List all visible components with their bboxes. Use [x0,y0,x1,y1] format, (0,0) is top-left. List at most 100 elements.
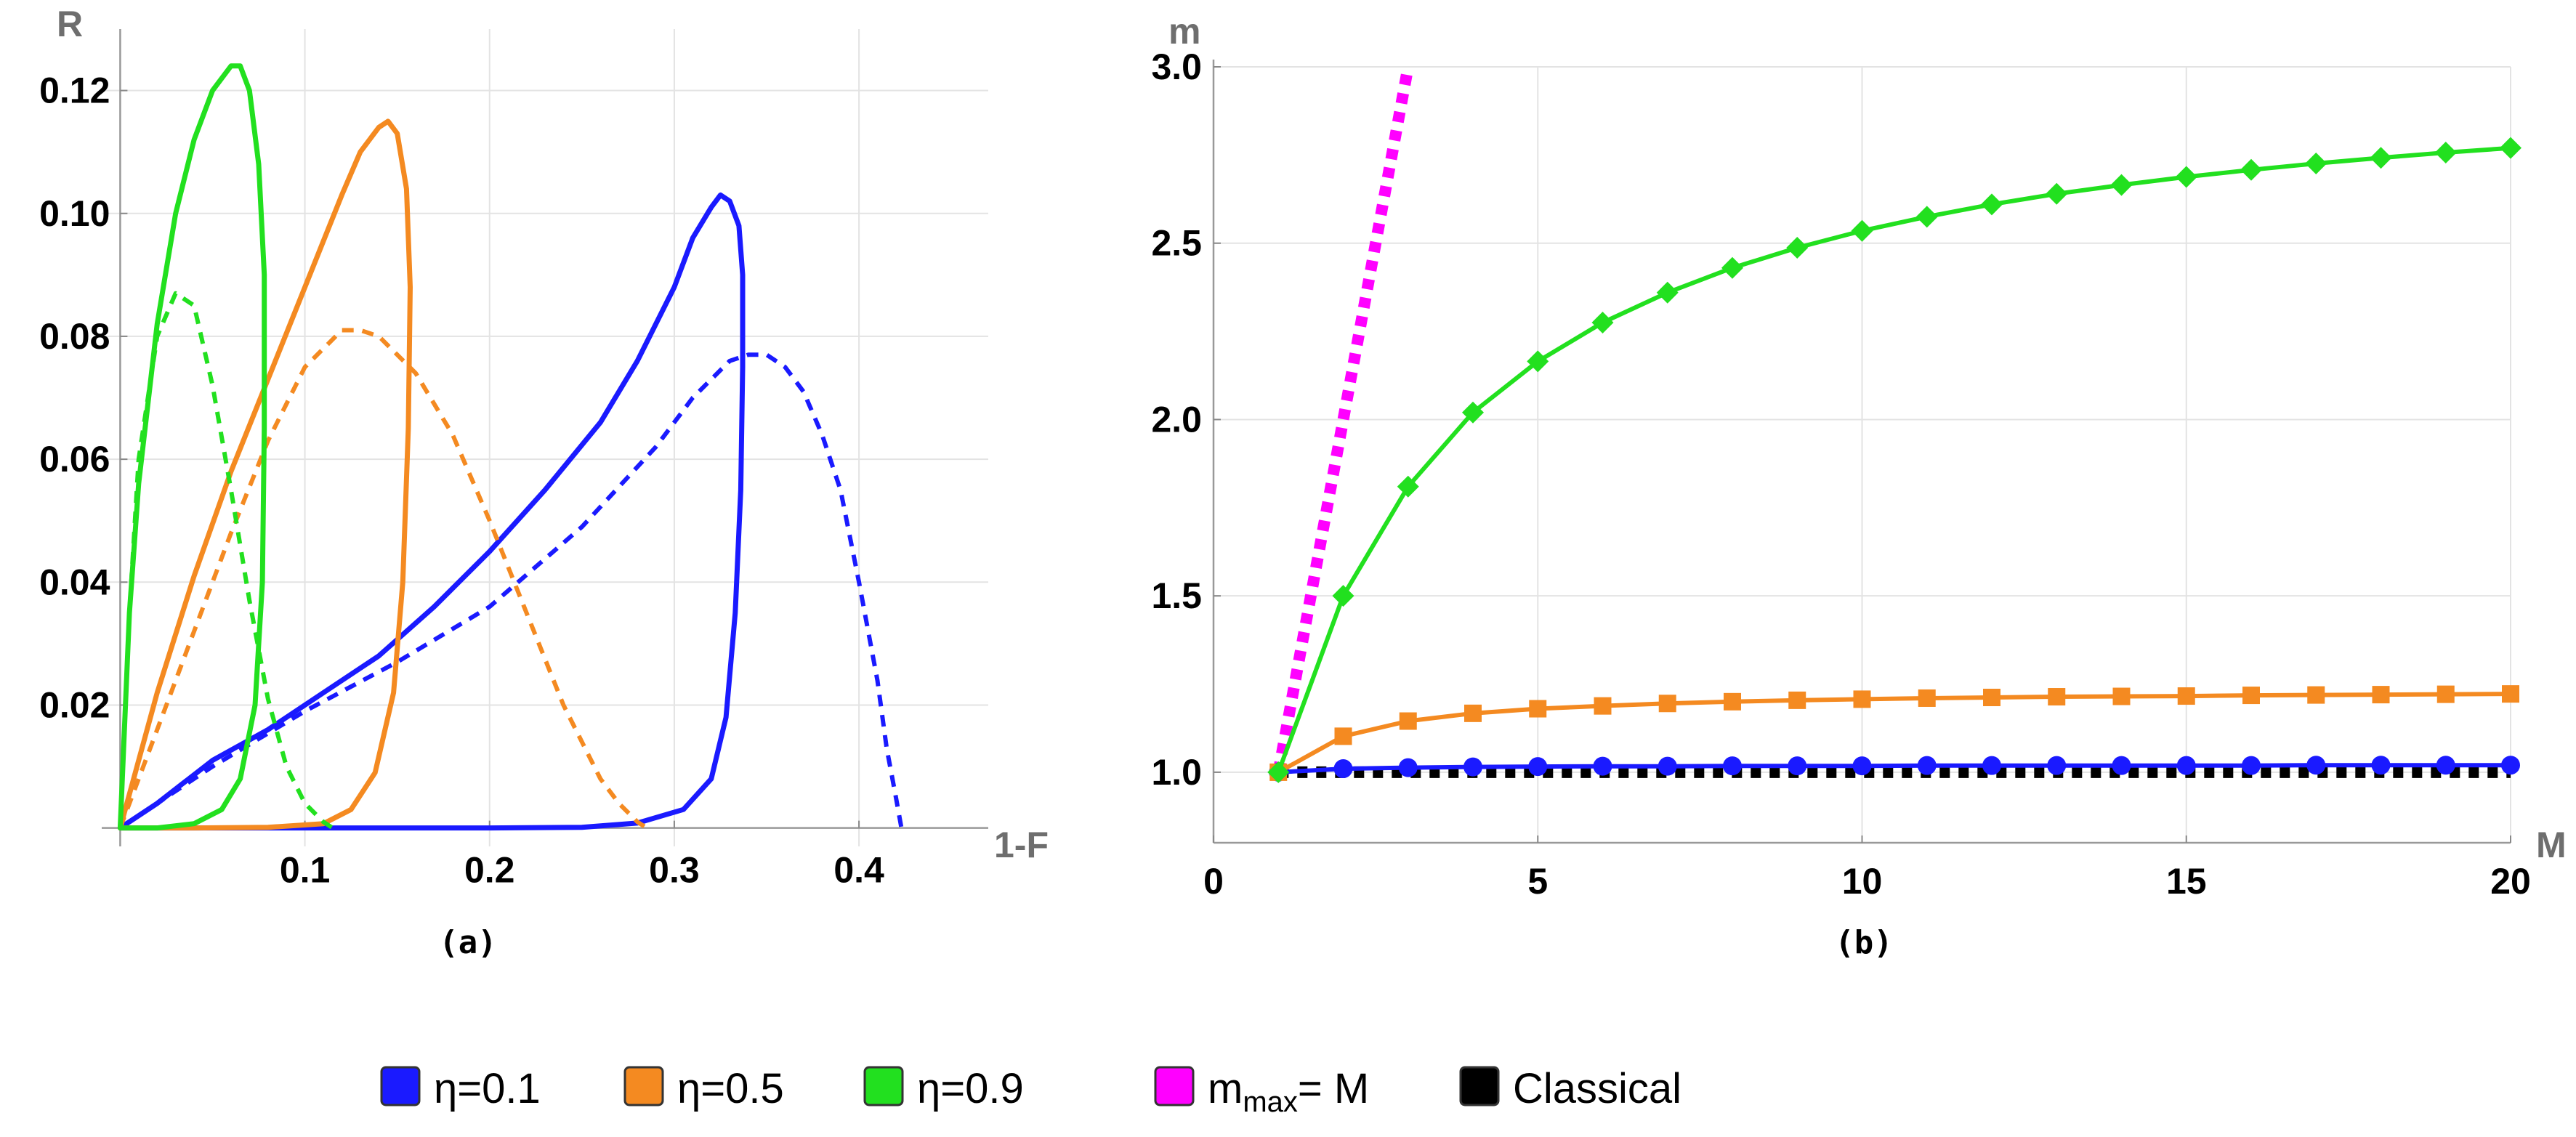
data-point [2048,688,2066,706]
legend-label: η=0.5 [677,1065,784,1112]
data-point [1917,756,1937,775]
y-tick-label: 2.5 [1151,223,1202,264]
data-point [1462,401,1484,424]
data-point [2501,756,2520,775]
panel-b-ylabel: m [1168,11,1200,52]
legend: η=0.1 η=0.5 η=0.9 mmax= M Classical [380,1065,1681,1118]
legend-swatch [1459,1066,1500,1106]
panel-a-ylabel: R [57,4,83,44]
x-tick-label: 20 [2490,861,2531,902]
series-line-2 [117,118,413,831]
legend-label: η=0.9 [917,1065,1024,1112]
x-tick-label: 0 [1203,861,1224,902]
series-line-1 [118,352,904,830]
data-point [2177,687,2195,705]
panel-a-axes [102,29,988,846]
data-point [2370,147,2392,169]
x-tick-label: 0.3 [649,850,700,891]
data-point [1593,756,1612,776]
data-point [1397,475,1419,498]
y-tick-label: 0.04 [39,562,110,602]
legend-item-eta-0-9: η=0.9 [863,1065,1024,1112]
y-tick-label: 0.06 [39,439,110,480]
data-point [2500,137,2522,159]
series-line-0 [117,192,746,831]
series-line-5 [118,291,334,830]
legend-item-eta-0-1: η=0.1 [380,1065,541,1112]
panel-b-ticks: 0 5 10 15 20 1.0 1.5 2.0 2.5 3.0 [1151,46,2530,902]
data-point [1594,697,1612,715]
x-tick-label: 5 [1527,861,1548,902]
data-point [1591,311,1614,333]
panel-b-label: (b) [1835,924,1892,961]
data-point [1721,256,1743,279]
data-point [2307,686,2325,704]
data-point [1463,757,1482,777]
x-tick-label: 0.1 [280,850,331,891]
data-point [1788,756,1807,776]
panel-b-xlabel: M [2536,825,2567,865]
data-point [1332,585,1354,607]
data-point [1918,689,1936,707]
data-point [2240,158,2262,181]
legend-swatch [380,1066,421,1106]
data-point [2372,686,2390,704]
legend-item-classical: Classical [1459,1065,1681,1112]
y-tick-label: 0.08 [39,316,110,357]
data-point [1333,759,1353,779]
data-point [1529,700,1547,718]
panel-a-grid [102,29,988,846]
panel-b: 0 5 10 15 20 1.0 1.5 2.0 2.5 3.0 m M (b) [1151,11,2566,961]
data-point [1788,691,1806,709]
legend-label: Classical [1513,1065,1681,1112]
data-point [1982,756,2001,775]
legend-swatch [1154,1066,1195,1106]
data-point [2434,141,2457,163]
data-point [1334,727,1352,745]
data-point [1658,756,1677,776]
y-tick-label: 0.02 [39,684,110,725]
legend-swatch [863,1066,904,1106]
panel-a: 0.1 0.2 0.3 0.4 0.02 0.04 0.06 0.08 0.10 0.12 R 1… [39,4,1049,961]
data-point [1983,688,2000,706]
data-point [1267,761,1290,783]
data-point [2371,756,2391,775]
reference-line-3 [1272,65,1414,774]
data-point [2175,166,2197,188]
data-point [2242,687,2260,705]
series-line-4 [117,63,267,831]
data-point [2306,756,2326,775]
data-point [1527,350,1549,373]
y-tick-label: 3.0 [1151,46,1202,87]
series-line-0 [1278,763,2511,774]
data-point [1851,219,1873,242]
data-point [2110,174,2133,196]
data-point [1399,712,1417,730]
y-tick-label: 1.0 [1151,752,1202,793]
data-point [2242,756,2261,775]
data-point [1852,756,1872,776]
legend-swatch [623,1066,664,1106]
panel-a-ticks: 0.1 0.2 0.3 0.4 0.02 0.04 0.06 0.08 0.10 0.12 [39,70,884,891]
series-line-2 [1276,145,2511,773]
data-point [2436,756,2455,775]
y-tick-label: 0.10 [39,193,110,234]
legend-label: mmax= M [1208,1065,1369,1118]
x-tick-label: 0.4 [833,850,884,891]
data-point [2176,756,2196,775]
data-point [1981,193,2003,216]
data-point [1724,692,1741,711]
data-point [1723,756,1742,776]
data-point [1786,237,1809,259]
data-point [2436,685,2455,703]
data-point [1398,758,1418,777]
data-point [1658,695,1676,713]
data-point [2112,687,2131,705]
data-point [1528,757,1548,777]
data-point [1915,206,1938,228]
data-point [1464,704,1482,722]
legend-item-mmax: mmax= M [1154,1065,1369,1118]
data-point [1853,690,1871,708]
legend-item-eta-0-5: η=0.5 [623,1065,784,1112]
